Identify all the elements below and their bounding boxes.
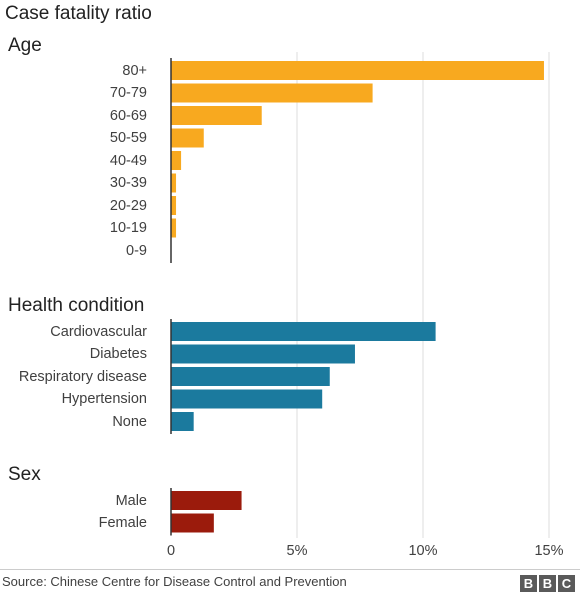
bar bbox=[171, 513, 214, 533]
group-label: Health condition bbox=[8, 295, 145, 316]
category-label: 0-9 bbox=[126, 242, 147, 259]
bar bbox=[171, 128, 204, 148]
category-label: 80+ bbox=[122, 62, 147, 79]
chart-title: Case fatality ratio bbox=[5, 3, 152, 24]
bbc-logo-letter: B bbox=[520, 575, 537, 592]
x-tick-label: 0 bbox=[166, 543, 176, 559]
bar bbox=[171, 83, 373, 103]
category-label: 10-19 bbox=[109, 220, 147, 236]
category-label: 70-79 bbox=[109, 85, 147, 101]
category-label: None bbox=[112, 413, 147, 430]
category-label: 40-49 bbox=[109, 152, 147, 169]
bar bbox=[171, 61, 544, 80]
category-label: Female bbox=[98, 515, 147, 531]
category-label: 60-69 bbox=[109, 107, 147, 124]
source-note: Source: Chinese Centre for Disease Contr… bbox=[2, 574, 347, 589]
bbc-logo: B B C bbox=[520, 575, 575, 592]
bbc-logo-letter: B bbox=[539, 575, 556, 592]
bar bbox=[171, 151, 182, 170]
category-label: Cardiovascular bbox=[50, 323, 147, 340]
category-label: Respiratory disease bbox=[18, 368, 147, 385]
category-label: 30-39 bbox=[109, 175, 147, 191]
category-label: Male bbox=[115, 492, 147, 509]
group-label: Age bbox=[8, 35, 42, 56]
bar bbox=[171, 367, 330, 386]
bar bbox=[171, 389, 323, 409]
bar bbox=[171, 218, 177, 238]
bar bbox=[171, 412, 194, 431]
x-tick-label: 10% bbox=[408, 543, 438, 559]
category-label: 50-59 bbox=[109, 130, 147, 146]
category-label: Diabetes bbox=[89, 346, 147, 362]
category-label: 20-29 bbox=[109, 197, 147, 214]
bar bbox=[171, 344, 355, 364]
category-label: Hypertension bbox=[61, 391, 147, 407]
x-tick-label: 15% bbox=[534, 543, 564, 559]
bar bbox=[171, 106, 262, 125]
bar bbox=[171, 196, 177, 215]
x-tick-label: 5% bbox=[286, 543, 308, 559]
bar bbox=[171, 491, 242, 510]
bbc-logo-letter: C bbox=[558, 575, 575, 592]
bar bbox=[171, 322, 436, 341]
footer-divider bbox=[0, 569, 580, 570]
group-label: Sex bbox=[8, 464, 41, 485]
bar bbox=[171, 173, 177, 193]
